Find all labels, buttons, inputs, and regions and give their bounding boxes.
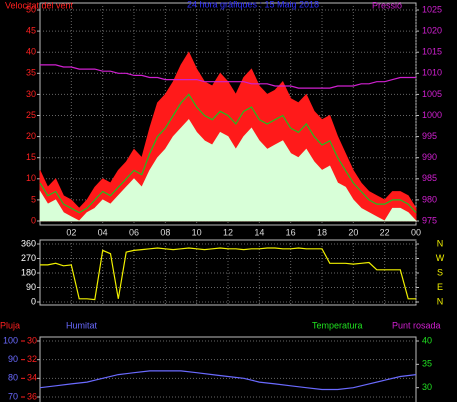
y2-axis-label: Pressió — [372, 0, 402, 10]
rain-tick-label: 32 — [27, 354, 37, 364]
x-tick-label: 12 — [223, 227, 233, 237]
y2-tick-label: N — [437, 296, 444, 306]
y2-tick-label: 1025 — [422, 4, 442, 14]
y-tick-label: 90 — [26, 282, 36, 292]
chart-title: 24 hora gràfiques : 15 Maig 2018 — [187, 0, 319, 9]
y2-tick-label: 1020 — [422, 25, 442, 35]
y2-tick-label: E — [437, 282, 443, 292]
y-tick-label: 5 — [31, 194, 36, 204]
y-tick-label: 30 — [26, 89, 36, 99]
y-tick-label: 0 — [31, 215, 36, 225]
y-tick-label: 40 — [26, 47, 36, 57]
legend-label: Humitat — [66, 320, 98, 330]
y2-tick-label: 980 — [422, 194, 437, 204]
x-tick-label: 16 — [286, 227, 296, 237]
legend-label: Pluja — [0, 320, 20, 330]
x-tick-label: 02 — [66, 227, 76, 237]
y2-tick-label: 35 — [422, 359, 432, 369]
y-tick-label: 360 — [21, 238, 36, 248]
y2-tick-label: 30 — [422, 382, 432, 392]
y2-tick-label: S — [437, 267, 443, 277]
line — [39, 370, 417, 391]
legend-label: Punt rosada — [392, 320, 441, 330]
y-tick-label: 15 — [26, 152, 36, 162]
y2-tick-label: W — [436, 253, 445, 263]
y-tick-label: 20 — [26, 131, 36, 141]
x-tick-label: 14 — [254, 227, 264, 237]
line — [40, 64, 416, 89]
legend-label: Temperatura — [312, 320, 363, 330]
y-tick-label: 10 — [26, 173, 36, 183]
y2-tick-label: N — [437, 238, 444, 248]
y2-tick-label: 995 — [422, 131, 437, 141]
rain-tick-label: 36 — [27, 391, 37, 401]
y-tick-label: 90 — [8, 354, 18, 364]
x-tick-label: 22 — [380, 227, 390, 237]
y2-tick-label: 990 — [422, 152, 437, 162]
y2-tick-label: 1000 — [422, 110, 442, 120]
y-tick-label: 35 — [26, 68, 36, 78]
line — [39, 93, 417, 214]
y-tick-label: 270 — [21, 253, 36, 263]
x-tick-label: 10 — [192, 227, 202, 237]
x-tick-label: 00 — [411, 227, 421, 237]
rain-tick-label: 34 — [27, 373, 37, 383]
x-tick-label: 18 — [317, 227, 327, 237]
y-tick-label: 70 — [8, 391, 18, 401]
x-tick-label: 08 — [160, 227, 170, 237]
area — [39, 119, 417, 222]
y2-tick-label: 1010 — [422, 68, 442, 78]
line — [40, 247, 416, 301]
y2-tick-label: 40 — [422, 335, 432, 345]
y-tick-label: 180 — [21, 267, 36, 277]
panel-frame — [39, 336, 417, 402]
y-axis-label: Velocitat del vent — [5, 0, 74, 10]
x-tick-label: 04 — [98, 227, 108, 237]
y-tick-label: 0 — [31, 296, 36, 306]
y2-tick-label: 1015 — [422, 47, 442, 57]
rain-tick-label: 30 — [27, 335, 37, 345]
y-tick-label: 25 — [26, 110, 36, 120]
y2-tick-label: 975 — [422, 215, 437, 225]
y2-tick-label: 985 — [422, 173, 437, 183]
y-tick-label: 45 — [26, 25, 36, 35]
y2-tick-label: 1005 — [422, 89, 442, 99]
y-tick-label: 80 — [8, 373, 18, 383]
y-tick-label: 100 — [3, 335, 18, 345]
x-tick-label: 06 — [129, 227, 139, 237]
x-tick-label: 20 — [348, 227, 358, 237]
y-tick-label: 50 — [26, 4, 36, 14]
